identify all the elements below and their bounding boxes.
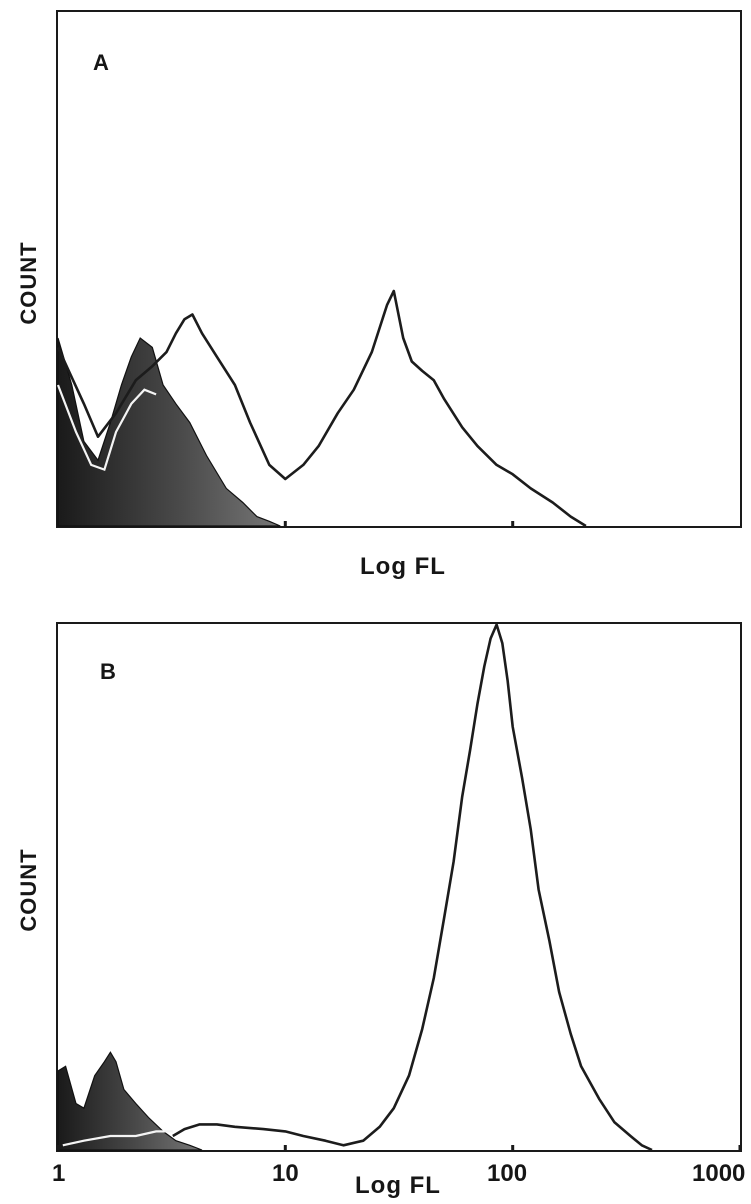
panel-a-stained-histogram-line (56, 289, 587, 528)
panel-a-plot-area (56, 10, 742, 528)
x-tick-label-100: 100 (487, 1160, 528, 1187)
panel-a-x-axis-label: Log FL (360, 553, 446, 580)
panel-b-plot-area (56, 622, 742, 1152)
panel-b-stained-histogram-line (172, 623, 653, 1152)
panel-a-y-axis-label: COUNT (16, 241, 41, 325)
panel-b-x-axis-label: Log FL (355, 1172, 441, 1199)
panel-a-filled-histogram (57, 337, 281, 527)
x-tick-label-1: 1 (52, 1160, 66, 1187)
panel-a-control-line (56, 384, 157, 472)
panel-b-y-axis-label: COUNT (16, 848, 41, 932)
panel-a-label: A (93, 50, 109, 75)
x-tick-label-10: 10 (272, 1160, 299, 1187)
panel-b-filled-histogram (57, 1051, 203, 1151)
panel-b-label: B (100, 659, 116, 684)
panel-b-control-line (62, 1130, 173, 1147)
x-tick-label-1000: 1000 (692, 1160, 746, 1187)
